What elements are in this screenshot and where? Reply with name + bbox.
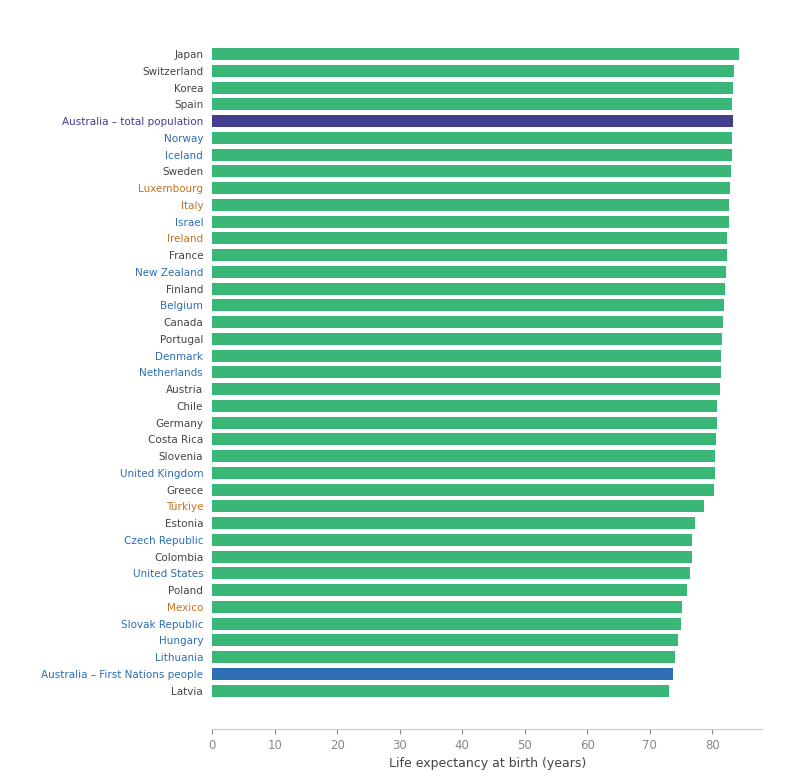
Bar <box>212 550 692 563</box>
Bar <box>212 634 678 647</box>
Bar <box>212 115 733 127</box>
Bar <box>212 82 733 93</box>
X-axis label: Life expectancy at birth (years): Life expectancy at birth (years) <box>389 757 586 771</box>
Bar <box>212 601 681 613</box>
Bar <box>212 249 727 261</box>
Bar <box>212 534 692 546</box>
Bar <box>212 517 695 529</box>
Bar <box>212 98 733 111</box>
Bar <box>212 149 732 161</box>
Bar <box>212 366 721 379</box>
Bar <box>212 132 732 144</box>
Bar <box>212 182 730 194</box>
Bar <box>212 65 733 77</box>
Bar <box>212 584 687 596</box>
Bar <box>212 316 723 328</box>
Bar <box>212 684 669 697</box>
Bar <box>212 568 690 579</box>
Bar <box>212 165 731 177</box>
Bar <box>212 216 729 227</box>
Bar <box>212 299 724 311</box>
Bar <box>212 282 725 295</box>
Bar <box>212 383 720 395</box>
Bar <box>212 484 714 495</box>
Bar <box>212 416 717 429</box>
Bar <box>212 333 722 345</box>
Bar <box>212 48 740 60</box>
Bar <box>212 232 727 245</box>
Bar <box>212 400 718 412</box>
Bar <box>212 618 681 630</box>
Bar <box>212 652 675 663</box>
Bar <box>212 434 715 445</box>
Bar <box>212 668 673 680</box>
Bar <box>212 450 715 463</box>
Bar <box>212 350 722 361</box>
Bar <box>212 266 726 278</box>
Bar <box>212 500 703 513</box>
Bar <box>212 199 729 211</box>
Bar <box>212 467 715 479</box>
